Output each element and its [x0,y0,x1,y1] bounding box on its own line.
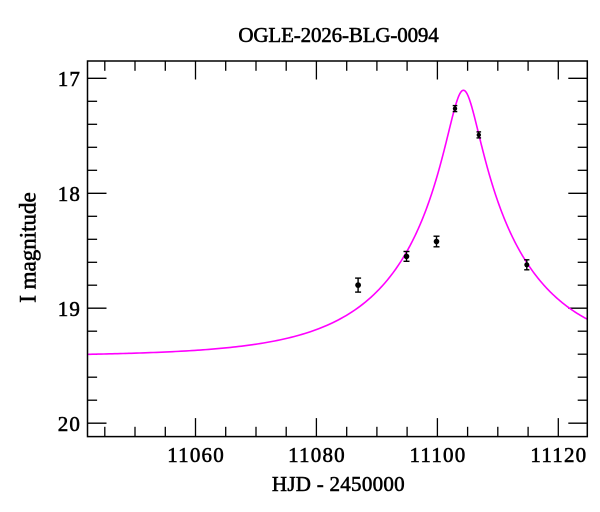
svg-text:11100: 11100 [410,443,467,467]
svg-text:19: 19 [58,297,81,321]
svg-text:I magnitude: I magnitude [16,192,41,303]
svg-text:11060: 11060 [167,443,225,467]
svg-text:OGLE-2026-BLG-0094: OGLE-2026-BLG-0094 [238,23,439,47]
svg-text:17: 17 [58,67,81,91]
svg-text:11120: 11120 [530,443,587,467]
svg-text:18: 18 [58,182,81,206]
svg-text:20: 20 [58,412,81,436]
svg-text:HJD - 2450000: HJD - 2450000 [272,472,405,496]
svg-text:11080: 11080 [288,443,346,467]
